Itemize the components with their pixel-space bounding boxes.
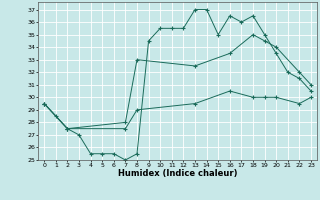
X-axis label: Humidex (Indice chaleur): Humidex (Indice chaleur) bbox=[118, 169, 237, 178]
